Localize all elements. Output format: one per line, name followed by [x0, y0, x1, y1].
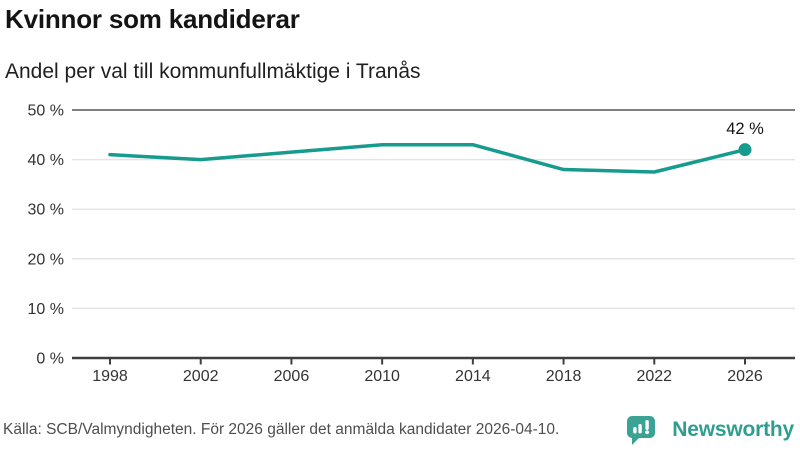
chart-subtitle: Andel per val till kommunfullmäktige i T…	[5, 59, 421, 83]
newsworthy-logo-icon	[627, 416, 656, 445]
y-tick-label: 0 %	[36, 351, 64, 368]
x-tick-label: 2006	[274, 368, 310, 385]
x-tick-label: 2026	[727, 368, 763, 385]
end-point-dot	[738, 143, 752, 157]
chart-title: Kvinnor som kandiderar	[5, 4, 300, 34]
y-tick-label: 20 %	[28, 251, 64, 268]
y-tick-label: 40 %	[28, 152, 64, 169]
trend-line	[108, 142, 747, 174]
x-tick-label: 1998	[92, 368, 128, 385]
x-tick-label: 2010	[364, 368, 400, 385]
x-tick-label: 2002	[183, 368, 219, 385]
y-tick-label: 30 %	[28, 202, 64, 219]
end-point-label: 42 %	[726, 120, 764, 138]
y-tick-label: 10 %	[28, 301, 64, 318]
line-chart: 0 % 10 % 20 % 30 % 40 % 50 % 1998 2002 2006 2010 2…	[28, 103, 795, 385]
chart-header: Kvinnor som kandiderar Andel per val til…	[5, 5, 795, 83]
y-tick-label: 50 %	[28, 103, 64, 120]
brand-name: Newsworthy	[672, 418, 794, 441]
x-tick-label: 2022	[636, 368, 672, 385]
source-text: Källa: SCB/Valmyndigheten. För 2026 gäll…	[3, 421, 560, 438]
chart-footer: Källa: SCB/Valmyndigheten. För 2026 gäll…	[3, 415, 794, 445]
brand: Newsworthy	[626, 415, 794, 445]
x-tick-label: 2018	[546, 368, 582, 385]
x-tick-label: 2014	[455, 368, 491, 385]
